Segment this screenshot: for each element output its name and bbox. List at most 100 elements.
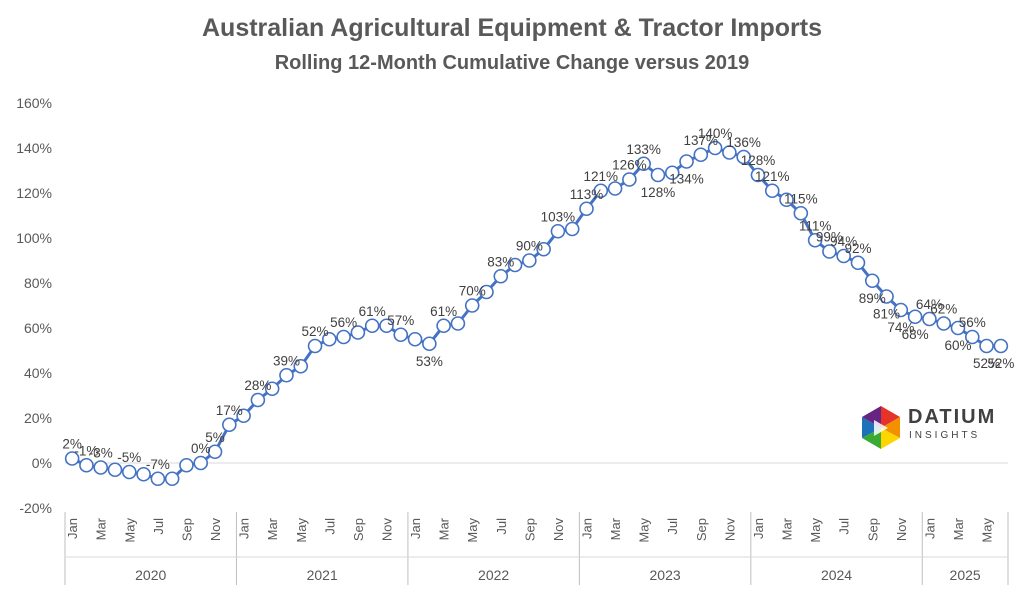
data-label: 126%: [612, 158, 647, 173]
data-point: [950, 320, 966, 336]
data-point: [450, 316, 466, 331]
data-point: [993, 338, 1009, 354]
year-label: 2024: [821, 567, 852, 583]
data-label: 111%: [799, 218, 832, 233]
data-point: [693, 147, 709, 163]
data-label: 57%: [387, 313, 414, 328]
year-label: 2022: [478, 567, 509, 583]
data-point: [807, 232, 823, 248]
data-label: 53%: [1002, 0, 1024, 3]
x-tick-label: Jan: [237, 518, 252, 539]
data-point: [636, 156, 651, 172]
data-label: 61%: [430, 304, 457, 319]
x-tick-label: Nov: [894, 518, 909, 542]
data-point: [207, 444, 223, 460]
x-tick-label: Nov: [551, 518, 566, 542]
data-point: [736, 149, 751, 165]
data-label: 60%: [944, 338, 971, 353]
data-label: 53%: [416, 354, 443, 369]
x-tick-label: Sep: [865, 518, 880, 541]
y-tick-label: 100%: [16, 230, 52, 246]
x-tick-label: Jul: [837, 518, 852, 535]
y-tick-label: 80%: [24, 275, 52, 291]
data-point: [193, 455, 209, 471]
data-point: [907, 309, 923, 325]
datium-logo: DATIUM INSIGHTS: [858, 404, 1008, 452]
y-tick-label: 120%: [16, 185, 52, 201]
data-label: 113%: [570, 187, 604, 202]
data-point: [264, 381, 280, 397]
data-label: 0%: [191, 441, 211, 456]
data-point: [536, 241, 551, 257]
data-point: [407, 331, 423, 347]
data-point: [507, 257, 523, 273]
x-tick-label: Jul: [494, 518, 509, 535]
data-label: 52%: [302, 324, 329, 339]
data-point: [350, 325, 366, 340]
x-tick-label: Mar: [94, 517, 109, 540]
data-point: [879, 289, 894, 304]
logo-tagline: INSIGHTS: [909, 430, 981, 441]
data-point: [364, 318, 380, 334]
data-point: [121, 464, 137, 480]
data-point: [679, 154, 694, 169]
data-label: 115%: [784, 191, 818, 206]
data-point: [607, 181, 623, 196]
data-point: [764, 183, 780, 199]
data-point: [707, 140, 723, 156]
x-tick-label: May: [122, 518, 137, 543]
data-label: 89%: [859, 291, 886, 306]
data-label: -1%: [74, 443, 98, 458]
y-tick-label: 40%: [24, 365, 52, 381]
data-label: -7%: [146, 457, 170, 472]
data-label: 128%: [741, 153, 776, 168]
data-point: [850, 255, 866, 271]
x-tick-label: Mar: [608, 517, 623, 540]
data-label: 68%: [902, 327, 929, 342]
data-label: 121%: [755, 169, 790, 184]
data-point: [93, 460, 109, 475]
x-tick-label: Sep: [522, 518, 537, 541]
data-label: 64%: [916, 297, 943, 312]
data-point: [379, 318, 394, 334]
data-point: [250, 392, 266, 408]
data-point: [464, 298, 480, 313]
x-tick-label: Jan: [580, 518, 595, 539]
logo-name: DATIUM: [908, 406, 997, 428]
data-point: [107, 462, 123, 478]
data-point: [750, 167, 766, 183]
x-tick-label: Sep: [179, 518, 194, 541]
data-label: 92%: [844, 241, 871, 256]
data-point: [836, 248, 851, 264]
year-label: 2021: [307, 567, 338, 583]
data-point: [779, 192, 794, 208]
data-label: 28%: [244, 378, 271, 393]
x-tick-label: Nov: [722, 518, 737, 542]
data-point: [336, 329, 351, 345]
data-label: 62%: [930, 302, 957, 317]
data-label: 2%: [62, 437, 82, 452]
data-point: [436, 318, 451, 334]
x-tick-label: Nov: [379, 518, 394, 542]
chart-subtitle: Rolling 12-Month Cumulative Change versu…: [274, 52, 750, 74]
data-label: 90%: [516, 239, 543, 254]
data-label: 56%: [330, 315, 357, 330]
data-point: [550, 223, 566, 239]
data-label: 5%: [205, 430, 225, 445]
x-tick-label: Jul: [665, 518, 680, 535]
data-point: [922, 311, 937, 327]
data-point: [164, 471, 180, 487]
x-tick-label: May: [294, 518, 309, 543]
data-point: [964, 329, 980, 345]
data-point: [322, 331, 337, 347]
x-tick-label: Jan: [751, 518, 766, 539]
data-point: [622, 172, 637, 187]
x-tick-label: May: [465, 518, 480, 543]
data-label: 103%: [541, 209, 576, 224]
x-tick-label: May: [808, 518, 823, 543]
data-point: [493, 268, 509, 284]
data-point: [579, 201, 594, 217]
x-tick-label: Mar: [951, 517, 966, 540]
data-label: 56%: [959, 315, 986, 330]
data-point: [150, 471, 166, 487]
